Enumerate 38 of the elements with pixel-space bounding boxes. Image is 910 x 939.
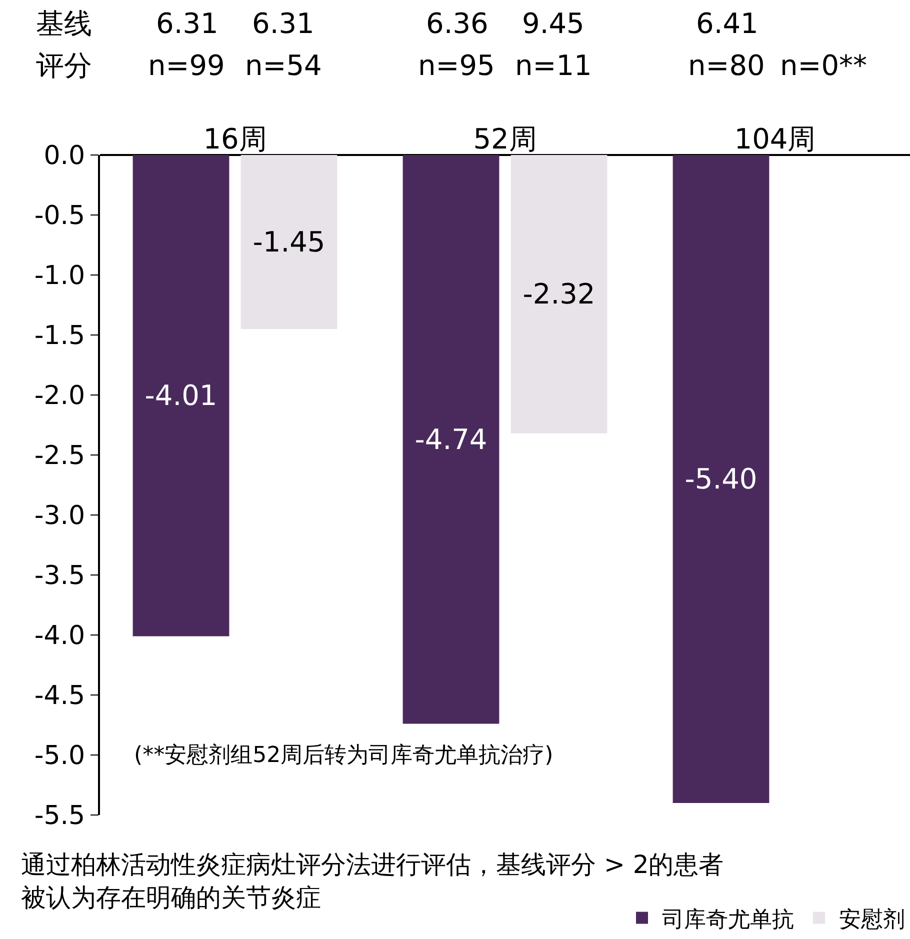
x-tick-label: 104周: [734, 122, 816, 156]
text: 6.41: [696, 7, 758, 40]
text: 6.31: [156, 7, 218, 40]
x-tick-label: 16周: [203, 122, 267, 156]
text: n=0**: [780, 49, 868, 82]
y-tick-label: -3.5: [34, 561, 86, 592]
data-label: -4.74: [414, 422, 488, 456]
y-tick-label: -1.0: [34, 261, 86, 292]
text: n=99: [148, 49, 225, 82]
annotation: (**安慰剂组52周后转为司库奇尤单抗治疗): [134, 743, 554, 768]
legend-label: 司库奇尤单抗: [662, 907, 794, 932]
text: n=95: [418, 49, 495, 82]
text: 6.36: [426, 7, 488, 40]
y-tick-label: -0.5: [34, 201, 86, 232]
x-tick-label: 52周: [473, 122, 537, 156]
text: n=11: [515, 49, 592, 82]
y-tick-label: -5.0: [34, 741, 86, 772]
text: 基线: [36, 7, 92, 40]
text: 被认为存在明确的关节炎症: [21, 883, 321, 912]
y-tick-label: -2.0: [34, 381, 86, 412]
y-tick-label: -4.0: [34, 621, 86, 652]
data-label: -5.40: [684, 462, 758, 496]
text: n=80: [688, 49, 765, 82]
y-tick-label: -5.5: [34, 801, 86, 832]
text: 通过柏林活动性炎症病灶评分法进行评估，基线评分 > 2的患者: [21, 850, 724, 879]
y-tick-label: -4.5: [34, 681, 86, 712]
data-label: -1.45: [252, 226, 326, 258]
data-label: -4.01: [144, 379, 218, 412]
text: 9.45: [522, 7, 584, 40]
y-tick-label: -2.5: [34, 441, 86, 472]
text: n=54: [245, 49, 322, 82]
data-label: -2.32: [522, 278, 596, 311]
text: 评分: [36, 49, 92, 82]
legend-label: 安慰剂: [839, 907, 905, 932]
y-tick-label: 0.0: [44, 141, 86, 172]
y-tick-label: -1.5: [34, 321, 86, 352]
y-tick-label: -3.0: [34, 501, 86, 532]
text: 6.31: [252, 7, 314, 40]
